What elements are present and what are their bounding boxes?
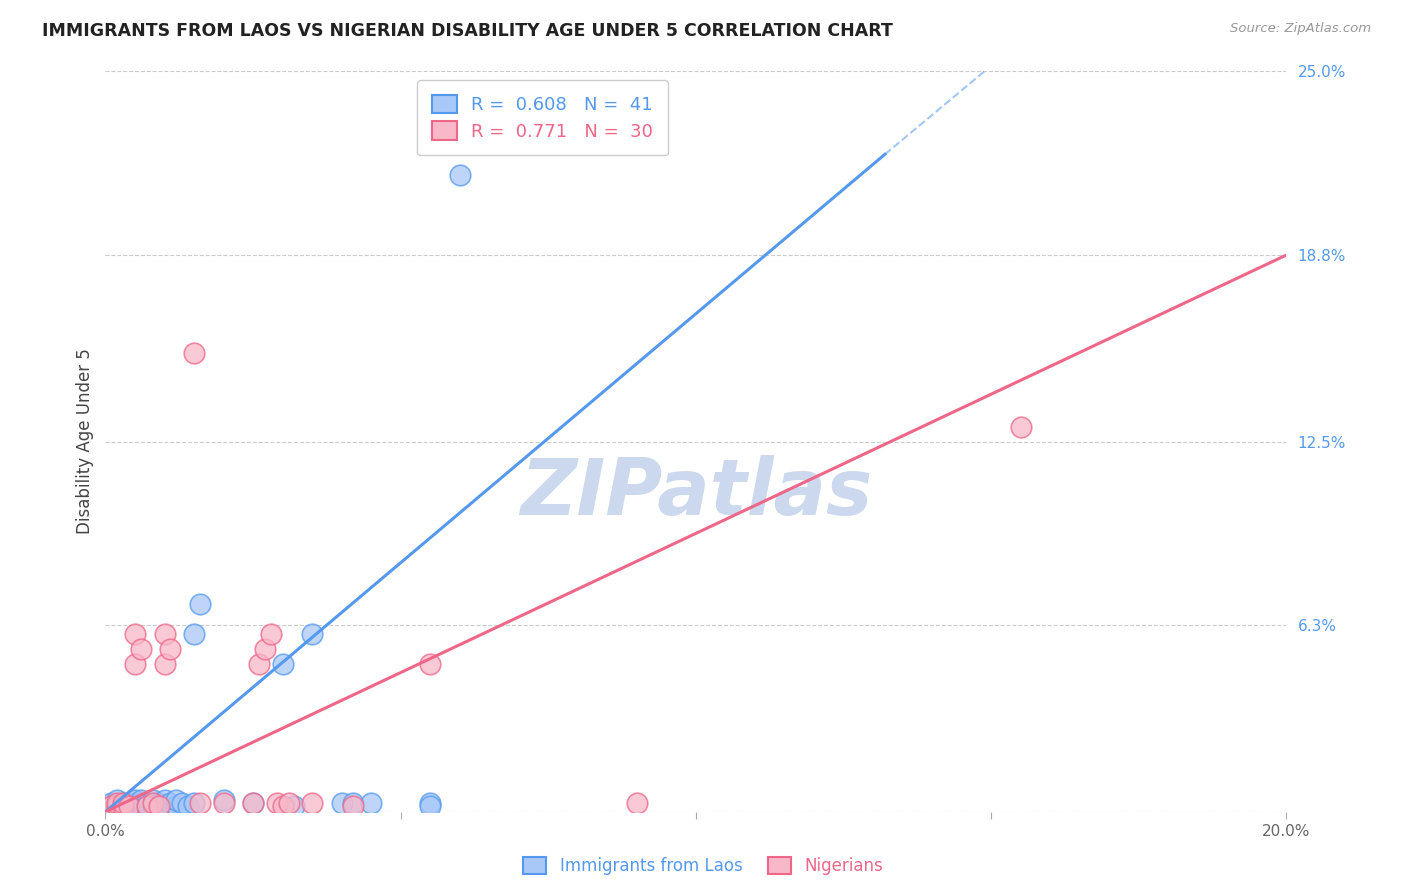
Point (159, 796, 181, 810)
Point (342, 796, 364, 810)
Point (129, 793, 152, 807)
Point (153, 627, 176, 641)
Point (183, 627, 205, 641)
Point (142, 798, 165, 813)
Point (124, 657, 146, 671)
Point (100, 798, 122, 813)
Legend: R =  0.608   N =  41, R =  0.771   N =  30: R = 0.608 N = 41, R = 0.771 N = 30 (418, 80, 668, 155)
Point (165, 798, 187, 813)
Point (135, 798, 157, 813)
Point (159, 641, 181, 656)
Point (172, 796, 194, 810)
Point (360, 796, 382, 810)
Point (105, 796, 128, 810)
Point (266, 796, 288, 810)
Point (112, 796, 135, 810)
Point (271, 657, 294, 671)
Point (153, 798, 176, 813)
Point (105, 798, 128, 813)
Point (153, 657, 176, 671)
Point (212, 796, 235, 810)
Point (188, 796, 211, 810)
Point (124, 627, 146, 641)
Point (277, 796, 299, 810)
Point (177, 798, 200, 813)
Point (1010, 419, 1032, 434)
Point (142, 793, 165, 807)
Point (148, 798, 170, 813)
Point (112, 798, 135, 813)
Point (112, 798, 135, 813)
Point (183, 796, 205, 810)
Point (419, 798, 441, 813)
Point (135, 798, 157, 813)
Point (253, 641, 276, 656)
Point (260, 627, 283, 641)
Point (124, 793, 146, 807)
Point (142, 796, 165, 810)
Point (419, 657, 441, 671)
Point (212, 793, 235, 807)
Point (118, 796, 141, 810)
Legend: Immigrants from Laos, Nigerians: Immigrants from Laos, Nigerians (515, 849, 891, 884)
Point (626, 796, 648, 810)
Point (242, 796, 264, 810)
Point (118, 798, 141, 813)
Point (247, 657, 270, 671)
Point (271, 798, 294, 813)
Point (165, 793, 187, 807)
Point (183, 345, 205, 359)
Y-axis label: Disability Age Under 5: Disability Age Under 5 (76, 349, 94, 534)
Point (105, 793, 128, 807)
Point (301, 796, 323, 810)
Text: ZIPatlas: ZIPatlas (520, 455, 872, 532)
Point (419, 796, 441, 810)
Point (342, 798, 364, 813)
Point (301, 627, 323, 641)
Point (330, 796, 353, 810)
Text: Source: ZipAtlas.com: Source: ZipAtlas.com (1230, 22, 1371, 36)
Point (124, 798, 146, 813)
Point (129, 641, 152, 656)
Point (112, 796, 135, 810)
Point (148, 796, 170, 810)
Point (153, 793, 176, 807)
Point (449, 168, 471, 182)
Point (129, 798, 152, 813)
Point (283, 798, 305, 813)
Text: IMMIGRANTS FROM LAOS VS NIGERIAN DISABILITY AGE UNDER 5 CORRELATION CHART: IMMIGRANTS FROM LAOS VS NIGERIAN DISABIL… (42, 22, 893, 40)
Point (100, 796, 122, 810)
Point (135, 796, 157, 810)
Point (105, 798, 128, 813)
Point (124, 796, 146, 810)
Point (148, 798, 170, 813)
Point (129, 796, 152, 810)
Point (100, 798, 122, 813)
Point (188, 598, 211, 612)
Point (242, 796, 264, 810)
Point (118, 798, 141, 813)
